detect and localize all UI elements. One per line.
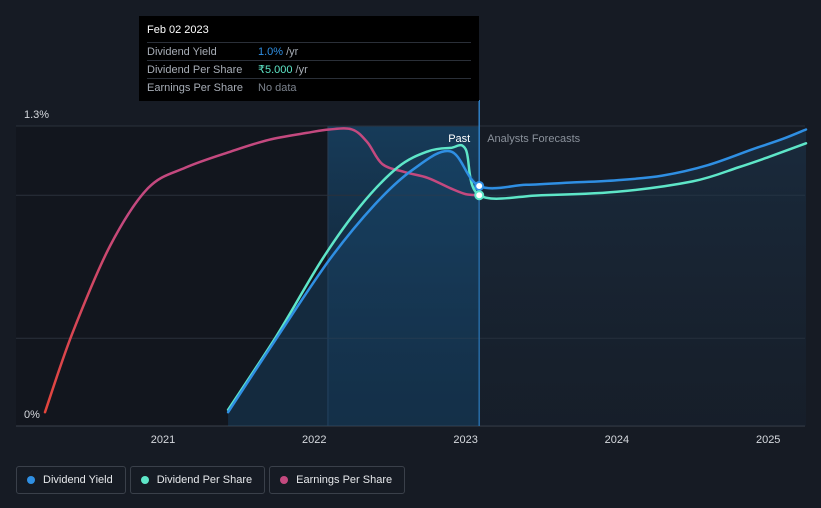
dividend-per-share-line [226,142,808,412]
y-tick-label: 1.3% [24,109,49,121]
tooltip-date: Feb 02 2023 [147,24,209,36]
tooltip-label: Earnings Per Share [147,81,243,94]
legend-item-dividend-per-share[interactable]: Dividend Per Share [129,466,266,494]
dividend-per-share-marker [474,190,485,201]
legend-dot-icon [27,476,35,484]
legend-dot-icon [280,476,289,484]
x-tick-label: 2023 [453,434,477,446]
forecast-label: Analysts Forecasts [487,133,580,145]
past-area [228,151,480,426]
tooltip-value: 1.0% [258,45,284,58]
tooltip-value: No data [258,81,297,94]
legend-dot-icon [140,476,149,484]
y-tick-label: 0% [24,409,40,421]
x-tick-label: 2021 [151,434,175,446]
x-tick-label: 2024 [605,434,629,446]
chart-area: 1.3% 0% 2021 2022 2023 2024 2025 Past Analysts F… [16,100,808,446]
x-tick-label: 2025 [756,434,780,446]
tooltip-value: ₹5.000 [258,64,293,76]
x-tick-label: 2022 [302,434,326,446]
dividend-yield-line [226,128,808,414]
legend-item-earnings-per-share[interactable]: Earnings Per Share [269,466,406,494]
tooltip-row-dividend-yield: Dividend Yield 1.0% /yr [147,42,471,60]
tooltip-unit: /yr [286,45,299,58]
tooltip-row-dividend-per-share: Dividend Per Share ₹5.000 /yr [147,60,471,78]
past-label: Past [448,133,470,145]
legend: Dividend Yield Dividend Per Share Earnin… [16,466,406,494]
dividend-yield-marker [474,181,485,191]
tooltip-label: Dividend Yield [147,45,217,58]
legend-label: Earnings Per Share [296,474,393,486]
legend-label: Dividend Yield [43,474,113,486]
forecast-area [479,129,807,426]
tooltip-unit: /yr [295,63,308,76]
legend-item-dividend-yield[interactable]: Dividend Yield [16,466,126,494]
tooltip-row-earnings-per-share: Earnings Per Share No data [147,78,471,96]
earnings-per-share-line [43,127,481,414]
legend-label: Dividend Per Share [156,474,253,486]
tooltip-label: Dividend Per Share [147,63,243,76]
tooltip: Feb 02 2023 Dividend Yield 1.0% /yr Divi… [139,16,479,101]
